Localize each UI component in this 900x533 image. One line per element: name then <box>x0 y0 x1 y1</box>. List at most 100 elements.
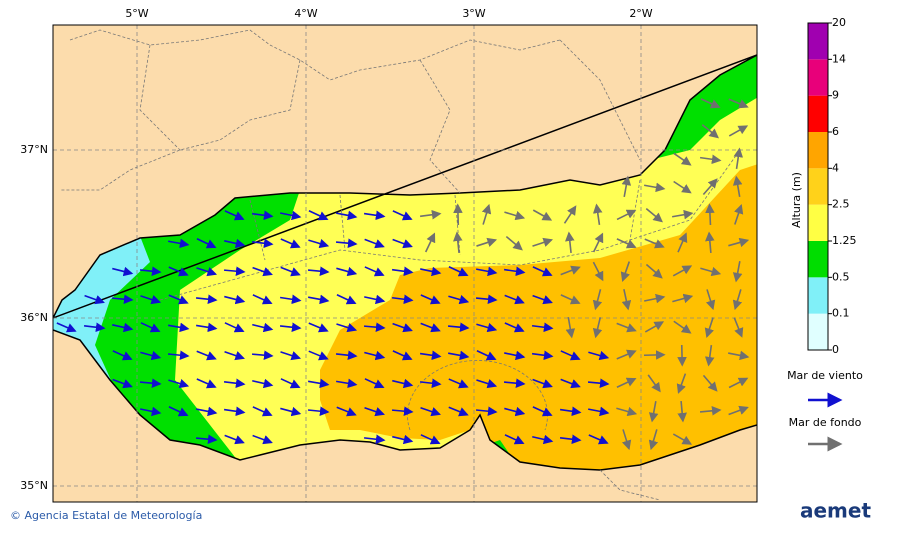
swell-arrow <box>733 147 744 170</box>
swell-arrow <box>699 406 722 416</box>
swell-arrow <box>616 238 637 249</box>
wind-arrow <box>420 434 441 445</box>
swell-arrow <box>647 374 661 393</box>
swell-arrow <box>702 374 718 392</box>
wind-arrow <box>475 294 498 304</box>
wind-arrow <box>532 406 553 417</box>
wind-arrow <box>587 378 610 388</box>
wind-arrow <box>280 238 301 249</box>
wind-arrow <box>223 266 246 276</box>
colorbar-label: 0.1 <box>832 307 850 320</box>
wind-arrow <box>83 322 106 333</box>
colorbar-band <box>808 313 828 350</box>
wind-arrow <box>308 322 329 333</box>
wind-arrow <box>420 407 441 417</box>
swell-arrow <box>616 406 638 417</box>
colorbar-label: 2.5 <box>832 198 850 211</box>
wind-arrow <box>195 294 218 304</box>
colorbar-band <box>808 23 828 60</box>
colorbar-label: 20 <box>832 16 846 29</box>
swell-arrow <box>672 209 694 220</box>
swell-arrow <box>676 373 687 394</box>
swell-arrow <box>621 175 632 197</box>
wind-arrow <box>168 406 189 417</box>
wind-arrow <box>392 434 414 445</box>
wind-arrow <box>280 378 301 389</box>
lon-label: 4°W <box>294 7 317 20</box>
lat-label: 37°N <box>20 143 48 156</box>
wind-arrow <box>168 378 190 389</box>
wind-arrow <box>308 350 329 361</box>
wind-arrow <box>280 266 301 277</box>
swell-arrow <box>592 317 603 339</box>
colorbar-band <box>808 241 828 278</box>
colorbar-frame <box>807 22 829 351</box>
wind-arrow <box>448 378 469 389</box>
swell-arrow <box>728 237 750 248</box>
swell-arrow <box>424 232 436 253</box>
swell-arrow <box>616 322 637 333</box>
swell-arrow <box>728 125 749 137</box>
wind-arrow <box>503 266 526 277</box>
wind-arrow <box>308 238 330 249</box>
swell-arrow <box>705 231 715 254</box>
colorbar-label: 4 <box>832 161 839 174</box>
wind-arrow <box>224 350 245 361</box>
swell-arrow <box>704 317 714 339</box>
wind-arrow <box>168 266 189 277</box>
wind-arrow <box>139 378 162 388</box>
wind-arrow <box>448 350 470 361</box>
map <box>53 25 757 502</box>
wind-arrow <box>420 294 441 305</box>
wind-arrow <box>279 294 302 305</box>
wind-arrow <box>307 266 330 276</box>
wind-arrow <box>364 350 386 361</box>
wind-arrow <box>196 267 218 277</box>
wind-arrow <box>531 350 554 361</box>
wind-arrow <box>363 322 386 332</box>
swell-arrow <box>700 266 722 277</box>
wind-arrow <box>196 350 217 361</box>
wind-arrow <box>391 294 414 305</box>
wind-arrow <box>588 406 610 417</box>
swell-arrow <box>504 210 526 221</box>
wind-arrow <box>168 322 190 333</box>
swell-arrow <box>728 405 749 416</box>
colorbar-band <box>808 277 828 314</box>
colorbar-label: 0.5 <box>832 270 850 283</box>
wind-arrow <box>392 210 413 221</box>
wind-arrow <box>419 378 442 388</box>
lat-label: 35°N <box>20 479 48 492</box>
swell-arrow <box>672 433 693 445</box>
swell-arrow <box>672 265 693 277</box>
swell-arrow <box>728 98 749 109</box>
wind-arrow <box>559 406 582 417</box>
swell-arrow <box>563 205 577 224</box>
wind-arrow <box>336 406 357 417</box>
swell-arrow <box>616 377 637 388</box>
colorbar-label: 0 <box>832 343 839 356</box>
wind-arrow <box>252 378 274 389</box>
swell-arrow <box>481 203 492 225</box>
wind-arrow <box>476 350 497 361</box>
wind-arrow <box>448 266 469 277</box>
swell-arrow <box>648 429 659 451</box>
swell-arrow <box>476 237 498 247</box>
swell-arrow <box>560 294 581 305</box>
wind-arrow <box>112 350 133 361</box>
wind-arrow <box>476 379 498 389</box>
swell-arrow <box>592 261 604 282</box>
swell-arrow <box>505 235 523 251</box>
swell-arrow <box>565 231 575 254</box>
wind-arrow <box>195 434 218 444</box>
wind-arrow <box>532 294 553 305</box>
colorbar-band <box>808 95 828 132</box>
colorbar-band <box>808 132 828 169</box>
colorbar-label: 14 <box>832 52 846 65</box>
wind-arrow <box>364 294 386 305</box>
wind-arrow <box>280 406 302 417</box>
swell-arrow <box>672 293 694 304</box>
wind-arrow <box>588 434 609 445</box>
swell-arrow <box>453 231 463 254</box>
swell-arrow <box>732 175 743 197</box>
